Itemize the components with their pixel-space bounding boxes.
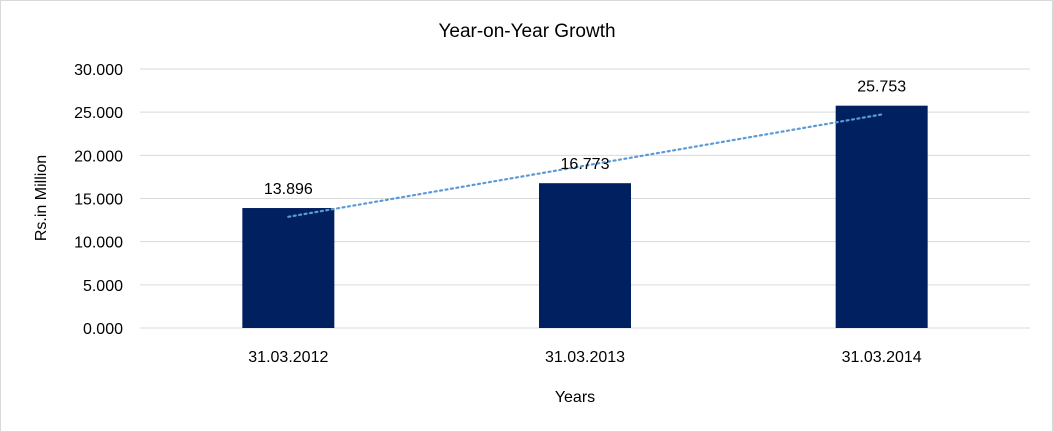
y-tick-label: 30.000 xyxy=(74,62,123,79)
bar xyxy=(539,183,631,328)
bar xyxy=(835,105,928,328)
y-tick-label: 5.000 xyxy=(83,278,123,295)
chart-title: Year-on-Year Growth xyxy=(438,21,615,42)
trendline xyxy=(287,113,883,218)
x-tick-label: 31.03.2014 xyxy=(842,349,922,366)
y-tick-label: 20.000 xyxy=(74,148,123,165)
y-tick-label: 0.000 xyxy=(83,321,123,338)
y-tick-label: 15.000 xyxy=(74,192,123,209)
x-axis-label: Years xyxy=(555,389,595,406)
y-axis-label: Rs.in Million xyxy=(33,155,50,241)
data-label: 13.896 xyxy=(264,181,313,198)
y-tick-label: 10.000 xyxy=(74,235,123,252)
data-label: 25.753 xyxy=(857,79,906,96)
bar xyxy=(242,208,335,328)
x-tick-label: 31.03.2012 xyxy=(248,349,328,366)
data-label: 16.773 xyxy=(561,156,610,173)
x-tick-label: 31.03.2013 xyxy=(545,349,625,366)
y-tick-label: 25.000 xyxy=(74,105,123,122)
